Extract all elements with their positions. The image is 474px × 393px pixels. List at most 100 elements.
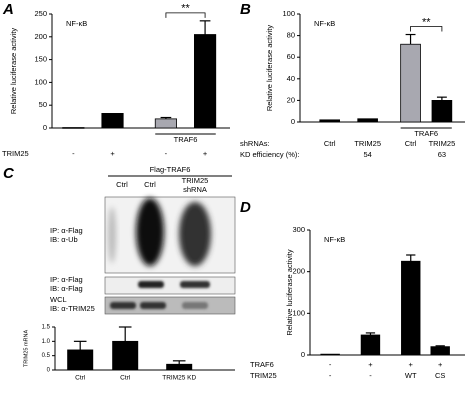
significance-bracket	[165, 12, 206, 18]
y-tick-label: 100	[282, 9, 295, 18]
y-axis-label: Relative luciferase activity	[265, 25, 274, 112]
band	[180, 281, 210, 288]
row-value: +	[110, 149, 115, 158]
y-tick-label: 0	[291, 117, 295, 126]
y-tick-label: 0	[47, 368, 51, 374]
y-tick-label: 1.5	[42, 325, 51, 331]
y-axis-label: Relative luciferase activity	[285, 249, 294, 336]
error-bar	[160, 116, 172, 119]
bar	[357, 118, 378, 123]
y-tick-label: 1.0	[42, 339, 51, 345]
bar	[400, 43, 421, 123]
row-value: Ctrl	[324, 139, 336, 148]
row-label: TRIM25	[2, 149, 29, 158]
y-tick-label: 50	[39, 100, 47, 109]
panel-label: A	[2, 1, 14, 18]
band	[138, 281, 164, 288]
y-tick-label: 300	[292, 225, 305, 234]
bar	[101, 113, 124, 129]
y-tick-label: 200	[292, 267, 305, 276]
band	[110, 302, 136, 309]
bar	[401, 260, 421, 356]
blot-ub	[104, 196, 236, 274]
error-bar	[199, 20, 211, 35]
row-label: KD efficiency (%):	[240, 150, 299, 159]
y-tick-label: 0.5	[42, 353, 51, 359]
row-value: WT	[405, 371, 417, 380]
y-tick-label: 60	[287, 52, 295, 61]
blot-row-label: IP: α-Flag	[50, 226, 83, 235]
blot-row-label: WCL	[50, 295, 67, 304]
row-value: -	[369, 371, 372, 380]
error-bar	[405, 33, 416, 45]
band	[182, 302, 208, 309]
bar	[62, 127, 85, 129]
blot: Flag-TRAF6 Ctrl Ctrl TRIM25 shRNA IP: α-…	[50, 165, 236, 315]
row-value: -	[165, 149, 168, 158]
bar	[431, 100, 453, 123]
y-tick-label: 20	[287, 95, 295, 104]
blot-row-label: IB: α-Flag	[50, 284, 83, 293]
error-bar	[365, 332, 376, 335]
bar	[166, 363, 193, 371]
error-bar	[406, 254, 416, 262]
bar	[320, 353, 340, 356]
row-value: +	[409, 360, 414, 369]
row-label: TRAF6	[250, 360, 274, 369]
blot-row-label: IB: α-TRIM25	[50, 304, 95, 313]
annotation: NF-κB	[324, 235, 345, 244]
row-value: TRIM25	[354, 139, 381, 148]
band	[140, 302, 166, 309]
annotation: NF-κB	[314, 19, 335, 28]
row-label: TRIM25	[250, 371, 277, 380]
blot-flag	[104, 276, 236, 295]
bar	[112, 340, 139, 371]
x-tick-label: TRIM25 KD	[162, 375, 196, 382]
row-value: TRIM25	[429, 139, 456, 148]
y-tick-label: 80	[287, 31, 295, 40]
y-tick-label: 0	[43, 123, 47, 132]
significance-label: **	[181, 3, 190, 15]
lane-label: shRNA	[183, 185, 207, 194]
x-tick-label: Ctrl	[75, 375, 86, 382]
row-value: -	[72, 149, 75, 158]
x-tick-label: Ctrl	[120, 375, 131, 382]
row-value: +	[438, 360, 443, 369]
error-bar	[73, 340, 87, 350]
y-axis-label: TRIM25 mRNA	[23, 330, 29, 368]
y-axis-label: Relative luciferase activity	[9, 28, 18, 115]
row-value: -	[329, 360, 332, 369]
y-tick-label: 200	[34, 32, 47, 41]
row-value: 54	[363, 150, 371, 159]
y-tick-label: 250	[34, 9, 47, 18]
row-value: -	[329, 371, 332, 380]
significance-label: **	[422, 16, 431, 28]
annotation: NF-κB	[66, 19, 87, 28]
group-label: TRAF6	[174, 135, 198, 144]
y-tick-label: 100	[292, 308, 305, 317]
lane-label: Ctrl	[116, 180, 128, 189]
y-tick-label: 100	[34, 77, 47, 86]
row-value: +	[203, 149, 208, 158]
row-value: 63	[438, 150, 446, 159]
lane-label: TRIM25	[182, 176, 209, 185]
row-value: Ctrl	[405, 139, 417, 148]
y-tick-label: 0	[301, 350, 305, 359]
error-bar	[435, 345, 445, 347]
row-value: CS	[435, 371, 445, 380]
bar	[319, 119, 340, 123]
blot-row-label: IB: α-Ub	[50, 235, 78, 244]
blot-header: Flag-TRAF6	[150, 165, 191, 174]
panel-label: C	[3, 165, 15, 182]
bar	[430, 346, 450, 356]
error-bar	[172, 360, 186, 365]
smear	[136, 198, 164, 266]
lane-label: Ctrl	[144, 180, 156, 189]
error-bar	[118, 326, 132, 342]
panel-label: B	[240, 1, 251, 18]
smear	[108, 207, 116, 263]
blot-trim25	[104, 296, 236, 315]
error-bar	[436, 96, 447, 101]
bar	[360, 334, 381, 356]
